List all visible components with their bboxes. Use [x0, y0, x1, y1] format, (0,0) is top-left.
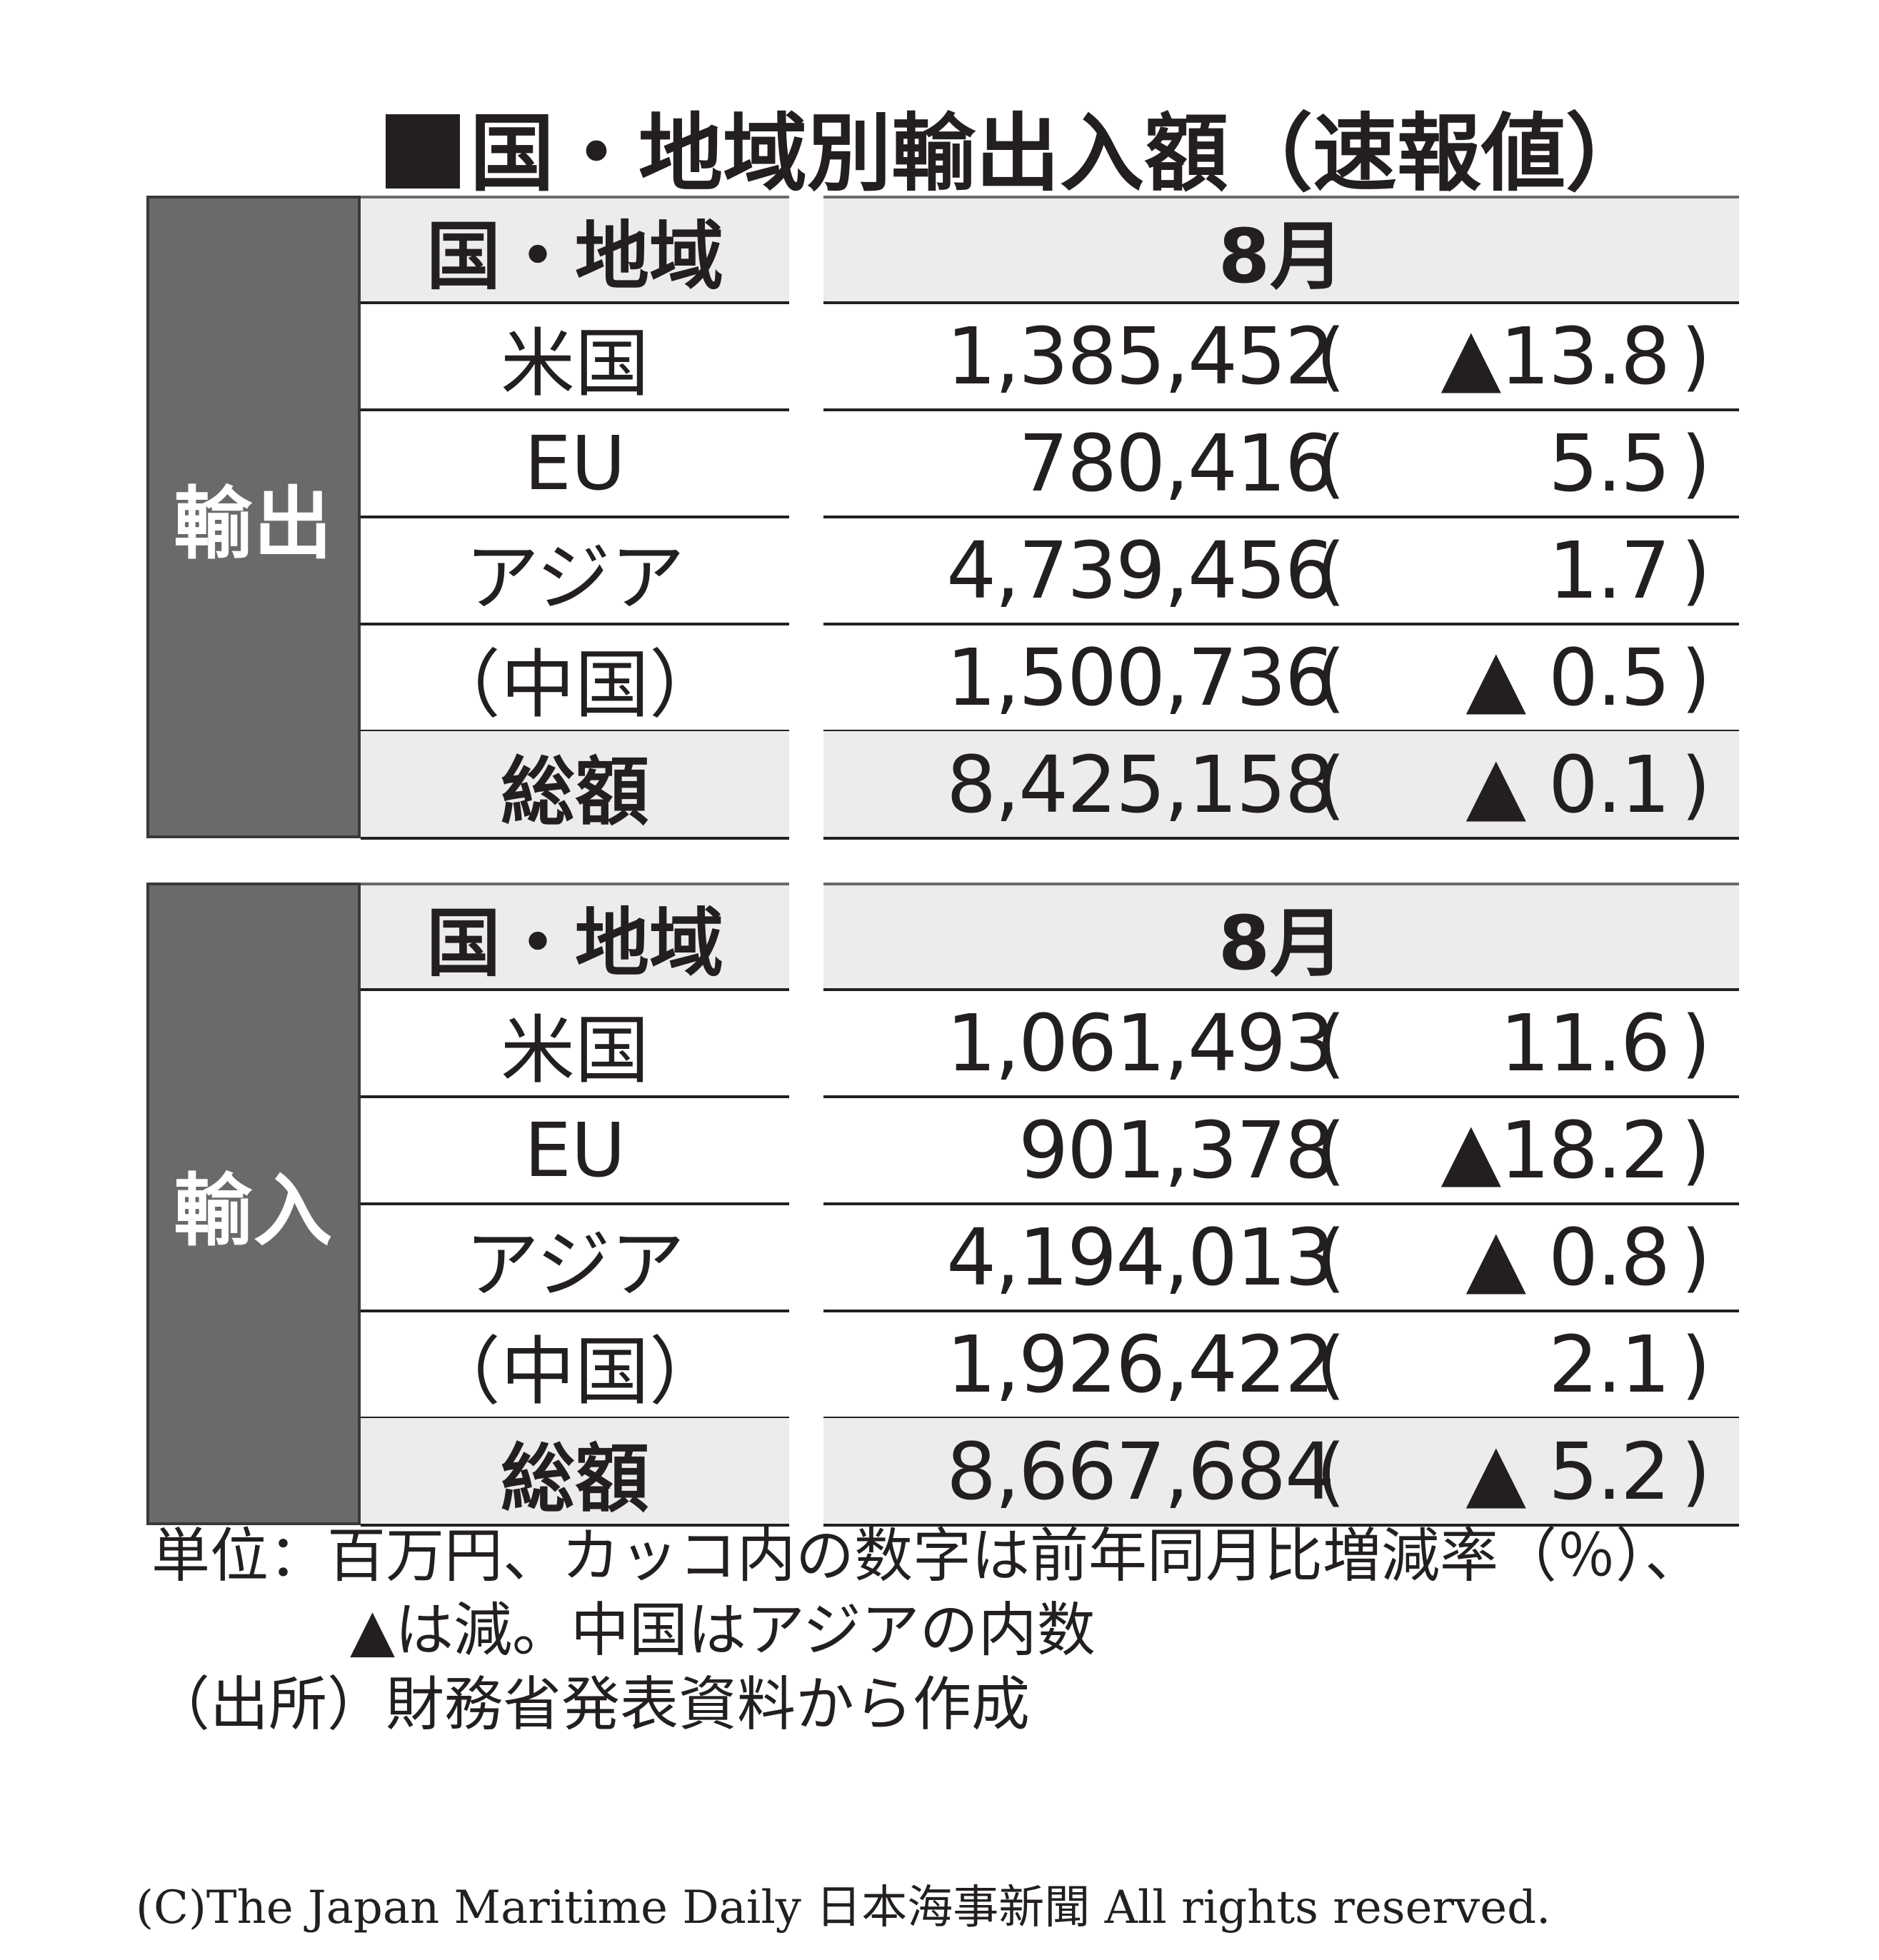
paren-close: ): [1681, 1321, 1710, 1408]
value-cell: 1,926,422: [946, 1319, 1335, 1410]
region-cell: EU: [361, 410, 789, 518]
table-row: アジア 4,194,013 ( ▲ 0.8 ): [361, 1204, 1739, 1312]
change-cell: ▲ 5.2: [1465, 1426, 1670, 1517]
value-cell: 4,194,013: [946, 1212, 1335, 1303]
change-cell: 2.1: [1548, 1319, 1670, 1410]
change-cell: ▲13.8: [1440, 311, 1670, 402]
export-side-label: 輸出: [146, 196, 361, 838]
region-cell: （中国）: [361, 624, 789, 733]
note-line-1: 単位：百万円、カッコ内の数字は前年同月比増減率（％）、: [151, 1522, 1704, 1590]
note-line-3: （出所）財務省発表資料から作成: [151, 1671, 1031, 1739]
paren-close: ): [1681, 420, 1710, 507]
table-header-row: 国・地域 8月: [361, 196, 1739, 304]
table-row: （中国） 1,926,422 ( 2.1 ): [361, 1311, 1739, 1419]
paren-close: ): [1681, 1428, 1710, 1515]
paren-close: ): [1681, 1214, 1710, 1301]
change-cell: ▲ 0.1: [1465, 739, 1670, 830]
table-row: アジア 4,739,456 ( 1.7 ): [361, 517, 1739, 625]
paren-open: (: [1316, 527, 1346, 614]
value-cell: 1,061,493: [946, 997, 1335, 1089]
region-header: 国・地域: [361, 883, 789, 991]
paren-close: ): [1681, 527, 1710, 614]
black-square-icon: [386, 114, 460, 189]
table-header-row: 国・地域 8月: [361, 883, 1739, 991]
value-cell: 901,378: [1018, 1105, 1335, 1196]
change-cell: 5.5: [1548, 418, 1670, 509]
month-header: 8月: [1218, 899, 1345, 987]
table-row: 米国 1,385,452 ( ▲13.8 ): [361, 303, 1739, 411]
change-cell: 11.6: [1500, 997, 1670, 1089]
import-side-label: 輸入: [146, 883, 361, 1525]
paren-close: ): [1681, 741, 1710, 828]
table-row: EU 901,378 ( ▲18.2 ): [361, 1097, 1739, 1205]
table-title-text: 国・地域別輸出入額（速報値）: [470, 104, 1650, 203]
paren-open: (: [1316, 313, 1346, 400]
note-line-2: ▲は減。中国はアジアの内数: [350, 1597, 1096, 1664]
change-cell: ▲ 0.8: [1465, 1212, 1670, 1303]
paren-close: ): [1681, 313, 1710, 400]
change-cell: 1.7: [1548, 525, 1670, 616]
region-cell: アジア: [361, 517, 789, 625]
paren-open: (: [1316, 1428, 1346, 1515]
table-row: EU 780,416 ( 5.5 ): [361, 410, 1739, 518]
region-cell: 米国: [361, 303, 789, 411]
paren-open: (: [1316, 1107, 1346, 1194]
paren-open: (: [1316, 741, 1346, 828]
table-title: 国・地域別輸出入額（速報値）: [386, 100, 1650, 207]
copyright-notice: (C)The Japan Maritime Daily 日本海事新聞 All r…: [136, 1881, 1551, 1934]
table-row: （中国） 1,500,736 ( ▲ 0.5 ): [361, 624, 1739, 733]
region-cell: 米国: [361, 990, 789, 1098]
value-cell: 8,425,158: [946, 739, 1335, 830]
value-cell: 1,385,452: [946, 311, 1335, 402]
value-cell: 4,739,456: [946, 525, 1335, 616]
change-cell: ▲18.2: [1440, 1105, 1670, 1196]
region-cell: 総額: [361, 1418, 789, 1527]
value-cell: 780,416: [1018, 418, 1335, 509]
region-cell: アジア: [361, 1204, 789, 1312]
value-cell: 8,667,684: [946, 1426, 1335, 1517]
region-header: 国・地域: [361, 196, 789, 304]
month-header: 8月: [1218, 212, 1345, 300]
paren-open: (: [1316, 1000, 1346, 1087]
paren-close: ): [1681, 1000, 1710, 1087]
table-total-row: 総額 8,425,158 ( ▲ 0.1 ): [361, 731, 1739, 840]
region-cell: EU: [361, 1097, 789, 1205]
table-total-row: 総額 8,667,684 ( ▲ 5.2 ): [361, 1418, 1739, 1527]
paren-open: (: [1316, 1321, 1346, 1408]
paren-close: ): [1681, 634, 1710, 721]
change-cell: ▲ 0.5: [1465, 632, 1670, 723]
region-cell: 総額: [361, 731, 789, 840]
paren-close: ): [1681, 1107, 1710, 1194]
paren-open: (: [1316, 1214, 1346, 1301]
value-cell: 1,500,736: [946, 632, 1335, 723]
paren-open: (: [1316, 420, 1346, 507]
table-row: 米国 1,061,493 ( 11.6 ): [361, 990, 1739, 1098]
footnotes: 単位：百万円、カッコ内の数字は前年同月比増減率（％）、 ▲は減。中国はアジアの内…: [151, 1519, 1703, 1742]
paren-open: (: [1316, 634, 1346, 721]
region-cell: （中国）: [361, 1311, 789, 1419]
